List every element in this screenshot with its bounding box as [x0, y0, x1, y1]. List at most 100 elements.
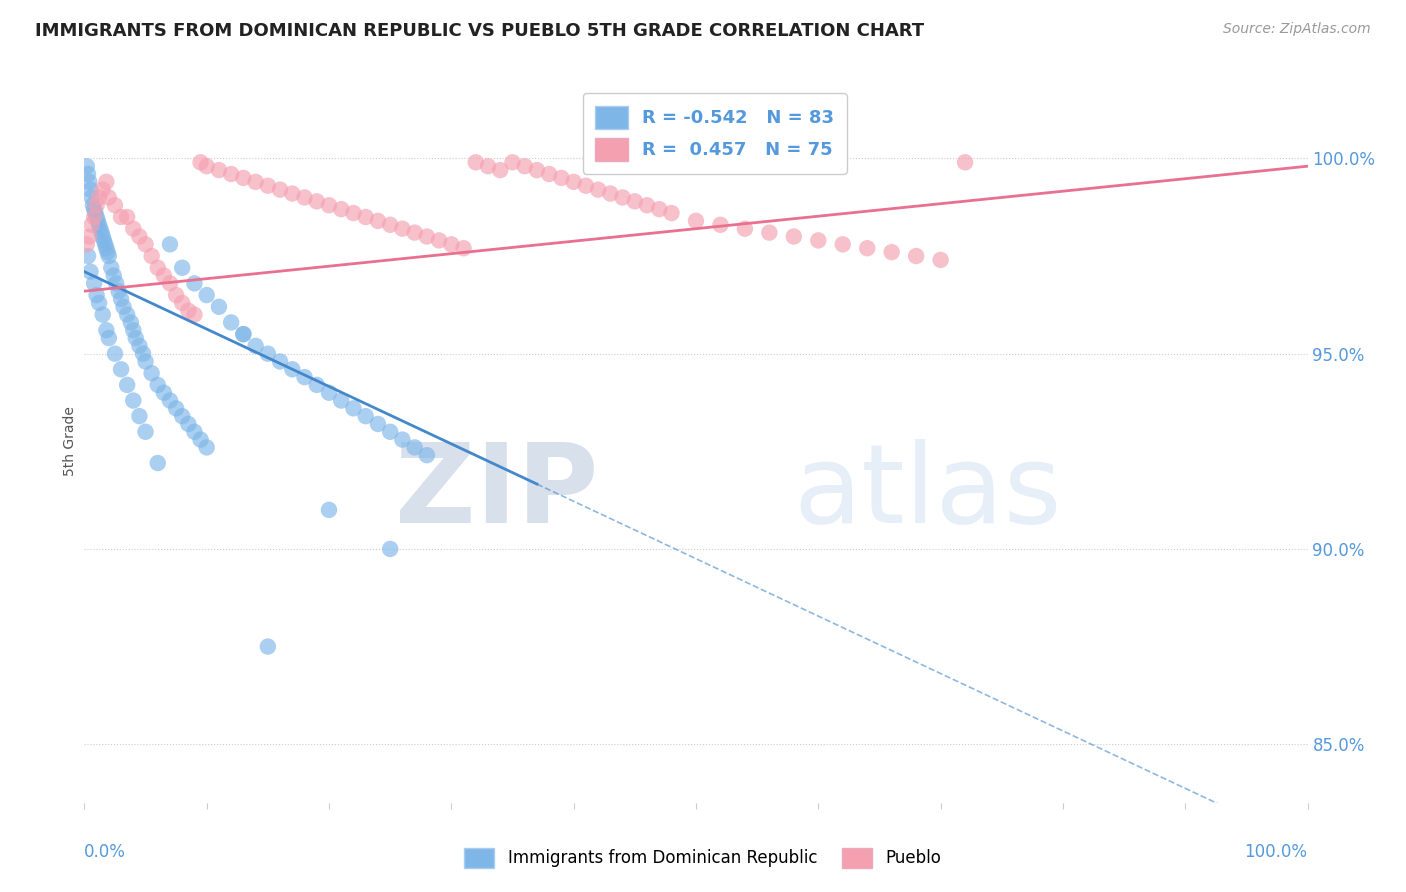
- Point: [526, 163, 548, 178]
- Point: [929, 252, 952, 267]
- Text: atlas: atlas: [794, 439, 1063, 546]
- Point: [183, 277, 205, 291]
- Point: [115, 308, 138, 322]
- Point: [83, 277, 105, 291]
- Point: [183, 308, 205, 322]
- Point: [135, 237, 157, 252]
- Point: [86, 210, 108, 224]
- Point: [104, 346, 127, 360]
- Point: [165, 401, 187, 416]
- Point: [232, 170, 254, 185]
- Point: [112, 300, 135, 314]
- Point: [232, 327, 254, 342]
- Point: [550, 170, 572, 185]
- Point: [636, 198, 658, 212]
- Point: [380, 218, 402, 232]
- Point: [103, 268, 125, 283]
- Point: [427, 234, 450, 248]
- Point: [281, 186, 304, 201]
- Point: [122, 323, 145, 337]
- Point: [305, 194, 328, 209]
- Point: [391, 221, 413, 235]
- Point: [120, 315, 142, 329]
- Point: [464, 155, 486, 169]
- Point: [146, 378, 169, 392]
- Point: [177, 417, 200, 431]
- Point: [110, 292, 132, 306]
- Point: [648, 202, 671, 216]
- Point: [90, 226, 112, 240]
- Point: [354, 409, 377, 424]
- Point: [141, 249, 163, 263]
- Point: [190, 155, 212, 169]
- Point: [87, 218, 110, 232]
- Point: [104, 198, 127, 212]
- Point: [115, 378, 138, 392]
- Point: [612, 190, 634, 204]
- Point: [87, 214, 110, 228]
- Point: [125, 331, 148, 345]
- Point: [153, 385, 176, 400]
- Point: [115, 210, 138, 224]
- Point: [91, 308, 114, 322]
- Point: [257, 640, 280, 654]
- Legend: R = -0.542   N = 83, R =  0.457   N = 75: R = -0.542 N = 83, R = 0.457 N = 75: [582, 93, 846, 174]
- Point: [165, 288, 187, 302]
- Point: [128, 409, 150, 424]
- Point: [440, 237, 463, 252]
- Point: [84, 206, 107, 220]
- Point: [172, 409, 194, 424]
- Point: [905, 249, 928, 263]
- Point: [190, 433, 212, 447]
- Point: [489, 163, 512, 178]
- Point: [100, 260, 122, 275]
- Point: [880, 245, 903, 260]
- Point: [97, 331, 120, 345]
- Point: [734, 221, 756, 235]
- Point: [128, 229, 150, 244]
- Point: [177, 303, 200, 318]
- Point: [146, 456, 169, 470]
- Point: [380, 425, 402, 439]
- Point: [685, 214, 707, 228]
- Point: [342, 401, 364, 416]
- Point: [96, 241, 118, 255]
- Point: [219, 315, 242, 329]
- Point: [110, 362, 132, 376]
- Point: [502, 155, 524, 169]
- Point: [305, 378, 328, 392]
- Point: [219, 167, 242, 181]
- Point: [318, 385, 340, 400]
- Point: [367, 417, 389, 431]
- Point: [661, 206, 683, 220]
- Point: [281, 362, 304, 376]
- Point: [367, 214, 389, 228]
- Point: [208, 163, 231, 178]
- Point: [318, 503, 340, 517]
- Point: [87, 296, 110, 310]
- Point: [80, 218, 103, 232]
- Point: [76, 237, 98, 252]
- Point: [807, 234, 830, 248]
- Point: [97, 245, 120, 260]
- Point: [183, 425, 205, 439]
- Point: [79, 183, 101, 197]
- Point: [122, 221, 145, 235]
- Point: [172, 260, 194, 275]
- Point: [232, 327, 254, 342]
- Point: [96, 323, 118, 337]
- Point: [257, 178, 280, 193]
- Point: [146, 260, 169, 275]
- Point: [135, 354, 157, 368]
- Point: [82, 198, 104, 212]
- Point: [416, 229, 439, 244]
- Text: IMMIGRANTS FROM DOMINICAN REPUBLIC VS PUEBLO 5TH GRADE CORRELATION CHART: IMMIGRANTS FROM DOMINICAN REPUBLIC VS PU…: [35, 22, 924, 40]
- Point: [245, 175, 267, 189]
- Point: [195, 159, 218, 173]
- Text: Source: ZipAtlas.com: Source: ZipAtlas.com: [1223, 22, 1371, 37]
- Point: [195, 288, 218, 302]
- Point: [195, 441, 218, 455]
- Point: [453, 241, 475, 255]
- Text: ZIP: ZIP: [395, 439, 598, 546]
- Point: [269, 183, 291, 197]
